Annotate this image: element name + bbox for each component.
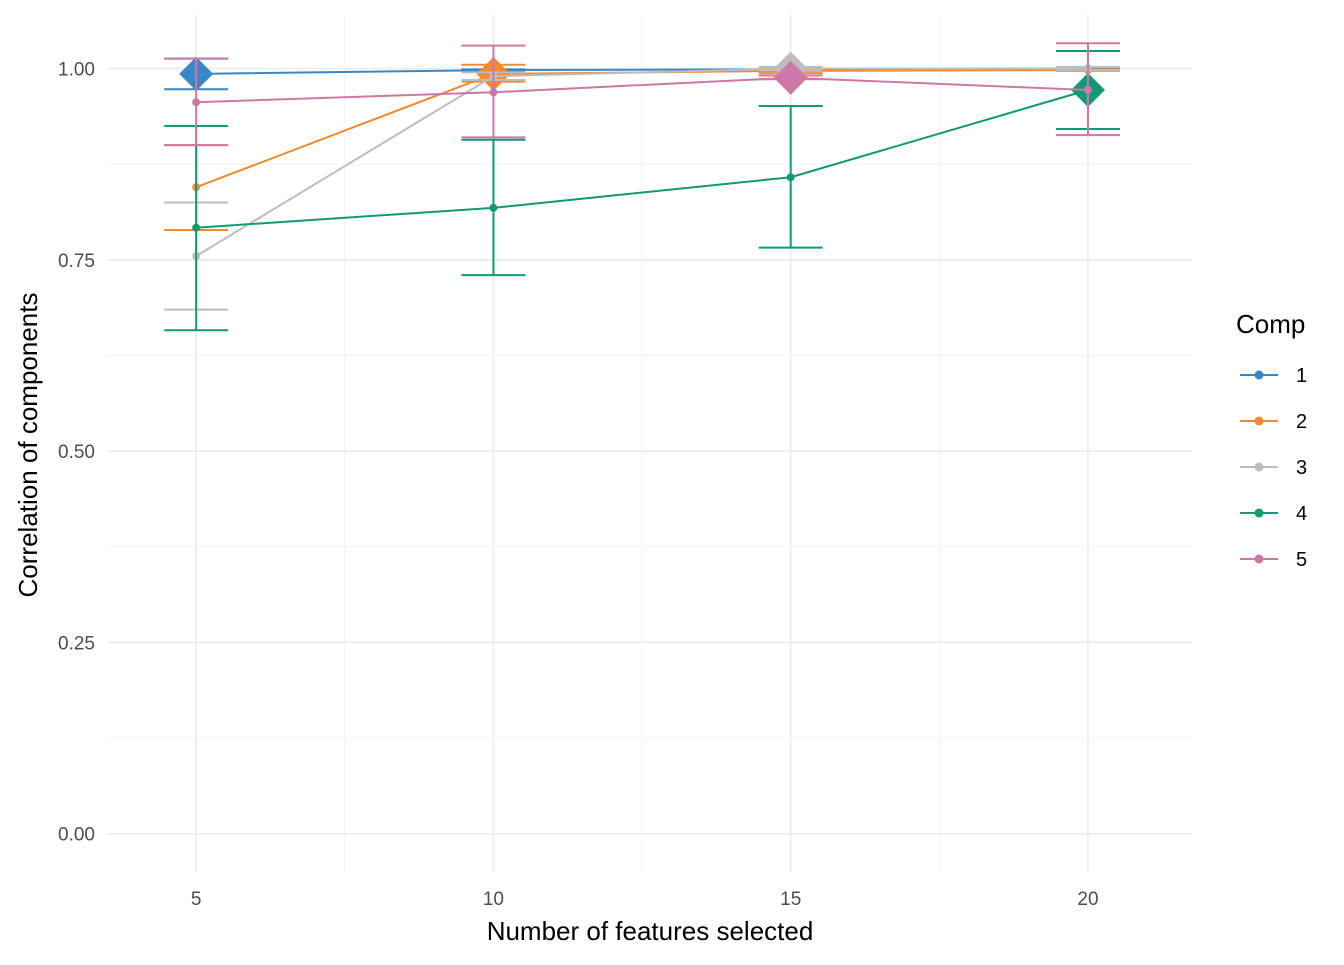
data-point	[786, 173, 795, 182]
series-line	[196, 89, 1089, 229]
x-tick-label: 20	[1077, 889, 1098, 910]
legend-item-4: 4	[1240, 503, 1307, 525]
series-line	[196, 76, 1089, 104]
x-tick-label: 15	[780, 889, 801, 910]
legend-item-2: 2	[1240, 411, 1307, 433]
data-point	[1083, 85, 1092, 94]
legend-label: 3	[1296, 457, 1307, 479]
legend-label: 5	[1296, 549, 1307, 571]
legend-key-point	[1254, 370, 1264, 380]
legend-key-point	[1254, 554, 1264, 564]
axis-labels: Number of features selected Correlation …	[13, 60, 1099, 946]
data-point	[192, 98, 201, 107]
legend-label: 1	[1296, 365, 1307, 387]
y-tick-label: 0.75	[58, 251, 95, 272]
data-point	[489, 88, 498, 97]
legend-item-3: 3	[1240, 457, 1307, 479]
x-tick-label: 10	[483, 889, 504, 910]
legend: Comp 1 2 3 4 5	[1236, 309, 1307, 571]
legend-item-1: 1	[1240, 365, 1307, 387]
legend-label: 2	[1296, 411, 1307, 433]
legend-key-point	[1254, 462, 1264, 472]
legend-label: 4	[1296, 503, 1307, 525]
y-tick-label: 0.25	[58, 633, 95, 654]
grid-lines	[107, 15, 1192, 872]
data-point	[192, 223, 201, 232]
series-layer	[164, 42, 1120, 332]
y-tick-label: 0.00	[58, 825, 95, 846]
data-point	[489, 203, 498, 212]
y-axis-title: Correlation of components	[13, 293, 43, 598]
y-tick-label: 1.00	[58, 60, 95, 81]
data-point	[786, 73, 795, 82]
x-axis-title: Number of features selected	[487, 916, 814, 946]
legend-title: Comp	[1236, 309, 1305, 339]
legend-item-5: 5	[1240, 549, 1307, 571]
series-4	[164, 49, 1120, 332]
series-line	[195, 67, 1088, 257]
legend-key-point	[1254, 416, 1264, 426]
series-5	[164, 42, 1120, 147]
legend-key-point	[1254, 508, 1264, 518]
x-tick-label: 5	[191, 889, 202, 910]
y-tick-label: 0.50	[58, 442, 95, 463]
